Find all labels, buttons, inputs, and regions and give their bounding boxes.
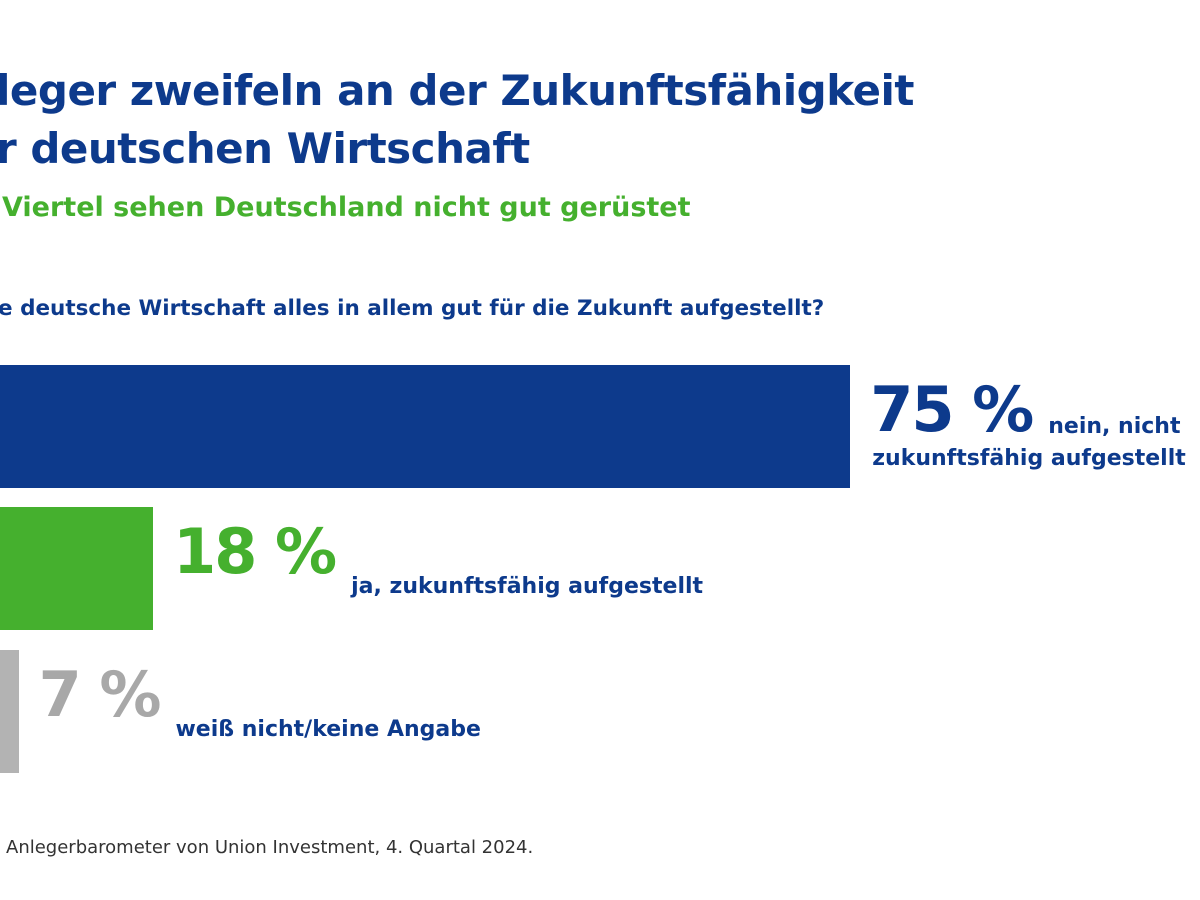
bar-1 <box>0 507 154 630</box>
category-label-0: nein, nicht zukunftsfähig aufgestellt <box>872 411 1186 475</box>
category-label-1: ja, zukunftsfähig aufgestellt <box>351 571 703 603</box>
value-label-0: 75 % <box>870 373 1034 446</box>
value-label-1: 18 % <box>173 515 337 588</box>
chart-title-line-2: r deutschen Wirtschaft <box>0 124 530 173</box>
category-label-line: weiß nicht/keine Angabe <box>175 717 481 742</box>
category-label-line: nein, nicht <box>1048 414 1181 439</box>
category-label-line: zukunftsfähig aufgestellt <box>872 446 1186 471</box>
source-note: Anlegerbarometer von Union Investment, 4… <box>6 837 534 858</box>
survey-question: e deutsche Wirtschaft alles in allem gut… <box>0 296 825 321</box>
chart-title-line-1: leger zweifeln an der Zukunftsfähigkeit <box>0 66 915 115</box>
bar-2 <box>0 650 19 773</box>
bar-0 <box>0 365 851 488</box>
chart-subtitle: Viertel sehen Deutschland nicht gut gerü… <box>2 192 691 223</box>
value-label-2: 7 % <box>38 658 162 731</box>
category-label-line: ja, zukunftsfähig aufgestellt <box>351 574 704 599</box>
category-label-2: weiß nicht/keine Angabe <box>175 714 480 746</box>
